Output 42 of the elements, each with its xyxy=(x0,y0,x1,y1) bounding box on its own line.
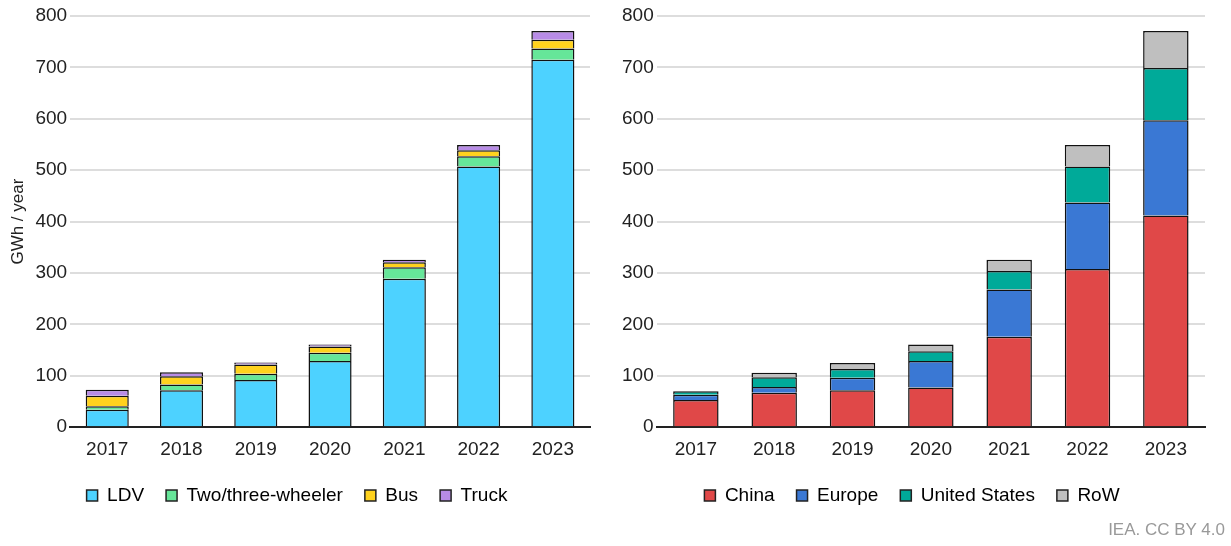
y-tick-label: 100 xyxy=(622,364,654,386)
x-tick-label: 2017 xyxy=(86,437,129,459)
y-tick-label: 100 xyxy=(35,364,68,386)
legend-label: Truck xyxy=(460,483,508,505)
legend-label: RoW xyxy=(1077,483,1120,505)
x-tick-label: 2020 xyxy=(308,437,352,459)
x-tick-label: 2020 xyxy=(909,437,952,459)
y-tick-label: 800 xyxy=(35,4,68,26)
x-tick-label: 2023 xyxy=(531,437,574,459)
y-tick-label: 700 xyxy=(622,55,654,77)
y-tick-label: 500 xyxy=(622,158,654,180)
y-tick-label: 600 xyxy=(35,107,68,129)
x-tick-label: 2019 xyxy=(234,437,277,459)
legend-label: Europe xyxy=(817,483,879,505)
legend-label: China xyxy=(724,483,775,505)
x-tick-label: 2018 xyxy=(160,437,203,459)
x-tick-label: 2023 xyxy=(1144,437,1187,459)
legend-label: United States xyxy=(920,483,1035,505)
y-tick-label: 0 xyxy=(56,415,68,437)
x-tick-label: 2018 xyxy=(753,437,796,459)
legend-label: Bus xyxy=(385,483,419,505)
y-tick-label: 600 xyxy=(622,107,654,129)
x-tick-label: 2021 xyxy=(383,437,426,459)
legend-label: LDV xyxy=(107,483,145,505)
y-tick-label: 700 xyxy=(35,55,68,77)
y-tick-label: 200 xyxy=(622,312,654,334)
y-tick-label: 500 xyxy=(35,158,68,180)
y-axis-title: GWh / year xyxy=(7,178,27,265)
x-tick-label: 2022 xyxy=(457,437,500,459)
text: IEA. CC BY 4.0 xyxy=(1108,520,1225,540)
legend-label: Two/three-wheeler xyxy=(186,483,344,505)
x-tick-label: 2019 xyxy=(831,437,874,459)
y-tick-label: 400 xyxy=(622,209,654,231)
y-tick-label: 300 xyxy=(622,261,654,283)
y-tick-label: 800 xyxy=(622,4,654,26)
y-tick-label: 0 xyxy=(643,415,654,437)
y-tick-label: 400 xyxy=(35,209,68,231)
x-tick-label: 2022 xyxy=(1066,437,1109,459)
y-tick-label: 300 xyxy=(35,261,68,283)
x-tick-label: 2021 xyxy=(988,437,1031,459)
y-tick-label: 200 xyxy=(35,312,68,334)
x-tick-label: 2017 xyxy=(674,437,718,459)
